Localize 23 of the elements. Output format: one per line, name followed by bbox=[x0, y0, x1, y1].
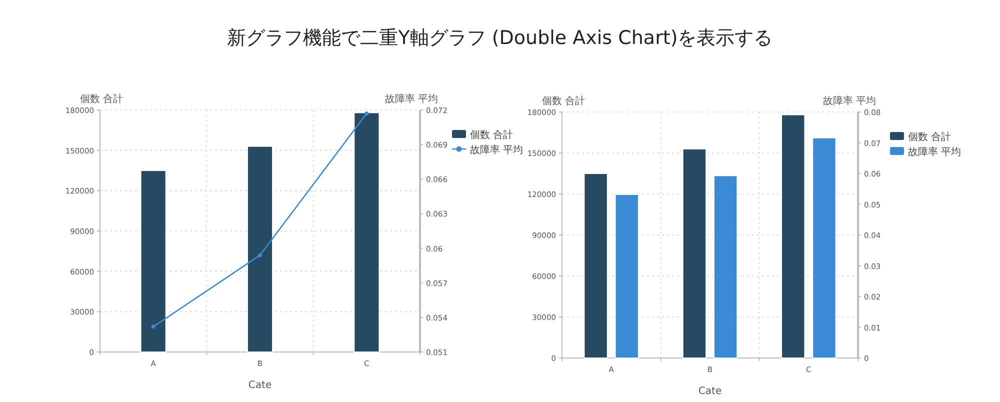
y-axis-title: 個数 合計 bbox=[80, 93, 124, 105]
legend-label: 故障率 平均 bbox=[908, 146, 962, 158]
bar bbox=[682, 148, 707, 358]
point bbox=[151, 324, 156, 329]
legend-label: 個数 合計 bbox=[908, 131, 952, 143]
bar bbox=[354, 112, 380, 352]
bar bbox=[140, 170, 166, 352]
y2-axis-title: 故障率 平均 bbox=[822, 95, 876, 107]
bar bbox=[812, 137, 836, 358]
x-axis-title: Cate bbox=[248, 380, 272, 391]
y-axis-title: 個数 合計 bbox=[542, 95, 586, 107]
x-axis-title: Cate bbox=[698, 386, 722, 397]
text: 新グラフ機能で二重Y軸グラフ (Double Axis Chart)を表示する bbox=[227, 27, 773, 49]
legend-label: 故障率 平均 bbox=[470, 144, 524, 156]
bar bbox=[781, 114, 806, 358]
bar bbox=[246, 146, 274, 352]
bar bbox=[614, 194, 639, 358]
bar bbox=[713, 175, 738, 358]
y2-axis-title: 故障率 平均 bbox=[384, 93, 438, 105]
legend-label: 個数 合計 bbox=[470, 129, 514, 141]
point bbox=[364, 111, 369, 116]
bar bbox=[584, 173, 608, 358]
point bbox=[258, 253, 262, 258]
